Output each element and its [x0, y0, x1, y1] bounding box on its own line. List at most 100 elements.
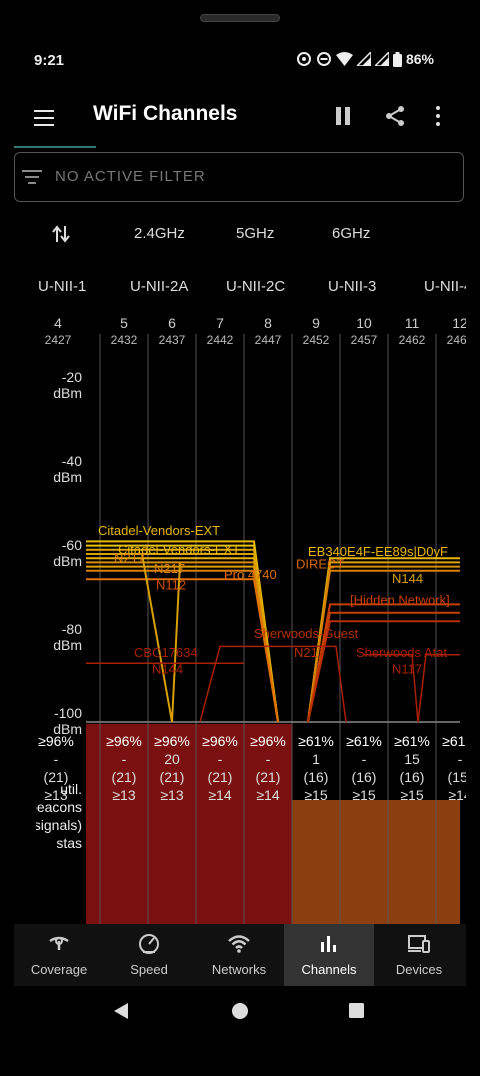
- back-icon[interactable]: [112, 1002, 130, 1020]
- y-tick-value: -20: [62, 369, 82, 385]
- channel-stat: ≥14: [208, 787, 231, 803]
- menu-icon[interactable]: [34, 110, 54, 126]
- network-curve: [307, 620, 460, 723]
- more-options-icon[interactable]: [435, 106, 441, 128]
- channel-stat: (16): [304, 769, 329, 785]
- network-curve: [307, 569, 460, 723]
- nav-networks-label: Networks: [211, 962, 267, 977]
- stat-row-label: beacons: [29, 799, 82, 815]
- network-curve: [86, 578, 279, 723]
- channel-stat: ≥15: [352, 787, 375, 803]
- unii-tab-2a[interactable]: U-NII-2A: [130, 278, 189, 295]
- channel-stat: ≥14: [256, 787, 279, 803]
- channel-frequency: 2432: [111, 333, 138, 347]
- network-label: N217: [114, 550, 145, 565]
- battery-percent: 86%: [405, 51, 434, 67]
- home-icon[interactable]: [231, 1002, 249, 1020]
- channel-number: 8: [264, 315, 272, 331]
- y-tick-unit: dBm: [53, 553, 82, 569]
- nav-speed[interactable]: Speed: [104, 924, 194, 986]
- channel-frequency: 2467: [447, 333, 466, 347]
- stat-row-label: util.: [60, 781, 82, 797]
- signal-icon-2: [374, 52, 389, 66]
- page-title: WiFi Channels: [93, 102, 238, 125]
- sort-icon[interactable]: [52, 224, 70, 244]
- channel-frequency: 2462: [399, 333, 426, 347]
- channel-stat: -: [266, 751, 271, 767]
- network-label: Citadel-Vendors-EXT: [98, 523, 220, 538]
- channel-stat: ≥61%: [298, 733, 334, 749]
- devices-icon: [408, 935, 430, 953]
- channel-stat: (21): [256, 769, 281, 785]
- nav-channels-label: Channels: [301, 962, 357, 977]
- speedometer-icon: [139, 934, 159, 954]
- band-tab-5ghz[interactable]: 5GHz: [236, 225, 275, 242]
- channel-stat: (16): [400, 769, 425, 785]
- network-curve: [307, 561, 460, 723]
- channel-stat: -: [218, 751, 223, 767]
- channel-stat: -: [458, 751, 463, 767]
- y-tick-value: -60: [62, 537, 82, 553]
- network-curve: [141, 553, 181, 723]
- channel-stat: ≥96%: [154, 733, 190, 749]
- network-label: CBC17634: [134, 645, 198, 660]
- y-tick-unit: dBm: [53, 469, 82, 485]
- nav-coverage[interactable]: Coverage: [14, 924, 104, 986]
- channel-stat: ≥96%: [250, 733, 286, 749]
- nav-channels[interactable]: Channels: [284, 924, 374, 986]
- status-icons: 86%: [296, 51, 434, 67]
- share-icon[interactable]: [383, 104, 407, 128]
- bottom-navigation: Coverage Speed Networks Channels Devices: [14, 924, 466, 986]
- channel-stat: ≥13: [44, 787, 67, 803]
- stat-row-label: stas: [56, 835, 82, 851]
- status-time: 9:21: [34, 52, 65, 69]
- channel-stat: 1: [312, 751, 320, 767]
- pause-icon[interactable]: [334, 107, 352, 125]
- nav-coverage-label: Coverage: [30, 962, 88, 977]
- channel-stat: ≥96%: [202, 733, 238, 749]
- channel-number: 6: [168, 315, 176, 331]
- nav-devices-label: Devices: [395, 962, 443, 977]
- channel-stat: ≥61%: [346, 733, 382, 749]
- channel-number: 10: [356, 315, 372, 331]
- unii-tab-2c[interactable]: U-NII-2C: [226, 278, 286, 295]
- channel-frequency: 2457: [351, 333, 378, 347]
- toolbar-indicator: [14, 146, 96, 148]
- nav-networks[interactable]: Networks: [194, 924, 284, 986]
- band-tab-6ghz[interactable]: 6GHz: [332, 225, 371, 242]
- network-label: N217: [154, 561, 185, 576]
- network-curve: [364, 654, 460, 723]
- network-label: Sherwoods Atat: [356, 645, 447, 660]
- channel-stat: ≥13: [160, 787, 183, 803]
- channel-number: 4: [54, 315, 62, 331]
- y-tick-value: -40: [62, 453, 82, 469]
- screen: 9:21 86% WiFi Channels: [14, 26, 466, 1050]
- recents-icon[interactable]: [348, 1002, 366, 1020]
- network-label: Citadel-Vendors-EXT: [118, 542, 240, 557]
- unii-tab-3[interactable]: U-NII-3: [328, 278, 377, 295]
- channel-stat: (15): [448, 769, 466, 785]
- channel-stat: ≥15: [400, 787, 423, 803]
- channel-frequency: 2427: [45, 333, 72, 347]
- channel-stat: (21): [160, 769, 185, 785]
- channel-stat: (16): [352, 769, 377, 785]
- unii-tab-1[interactable]: U-NII-1: [38, 278, 87, 295]
- left-mask: [14, 724, 36, 924]
- network-curve: [199, 645, 347, 723]
- wifi-icon: [228, 935, 250, 953]
- y-tick-value: -80: [62, 621, 82, 637]
- unii-tab-4[interactable]: U-NII-4: [424, 278, 466, 295]
- band-tab-2-4ghz[interactable]: 2.4GHz: [134, 225, 185, 242]
- app-bar: WiFi Channels: [14, 90, 466, 146]
- filter-bar[interactable]: NO ACTIVE FILTER: [14, 152, 464, 202]
- channel-stat: (21): [44, 769, 69, 785]
- filter-label: NO ACTIVE FILTER: [55, 168, 206, 185]
- network-label: EB340E4F-EE89s|D0yF: [308, 544, 448, 559]
- nav-devices[interactable]: Devices: [374, 924, 464, 986]
- utilization-block-2-4: [86, 724, 292, 924]
- vpn-icon: [296, 52, 311, 66]
- channel-stat: (21): [208, 769, 233, 785]
- bar-chart-icon: [321, 936, 336, 952]
- channel-number: 9: [312, 315, 320, 331]
- channel-frequency: 2437: [159, 333, 186, 347]
